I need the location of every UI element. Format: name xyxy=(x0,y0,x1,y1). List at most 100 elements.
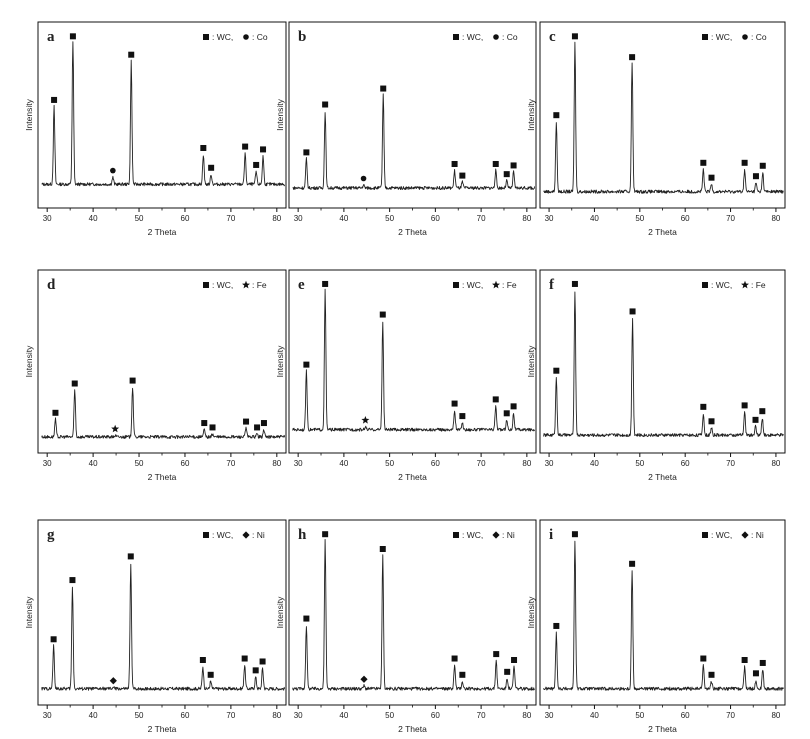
legend-marker-ni xyxy=(741,531,749,539)
panel-letter: f xyxy=(549,277,555,293)
peak-marker-wc xyxy=(700,159,707,166)
peak-marker-wc xyxy=(254,424,261,431)
peak-marker-ni xyxy=(109,677,117,685)
legend-marker-wc xyxy=(453,532,459,538)
x-tick-label: 50 xyxy=(135,711,144,720)
peak-marker-wc xyxy=(259,658,266,665)
panel-f: 30 40 50 60 70 80 2 Theta Intensity f: WC,: Fe xyxy=(526,269,786,482)
x-tick-label: 50 xyxy=(385,459,394,468)
x-tick-label: 80 xyxy=(272,711,281,720)
x-tick-label: 80 xyxy=(522,459,531,468)
x-tick-label: 50 xyxy=(385,711,394,720)
x-tick-label: 60 xyxy=(181,711,190,720)
plot-frame xyxy=(37,269,287,454)
peak-marker-wc xyxy=(199,657,206,663)
peak-marker-wc xyxy=(208,164,215,171)
x-tick-label: 60 xyxy=(431,711,440,720)
peak-marker-ni xyxy=(360,675,368,683)
x-tick-label: 80 xyxy=(771,711,780,720)
x-tick-label: 30 xyxy=(545,711,554,720)
peak-marker-wc xyxy=(322,280,329,287)
peak-marker-wc xyxy=(759,408,766,415)
legend-label-wc: : WC, xyxy=(711,32,732,42)
peak-marker-wc xyxy=(493,651,500,658)
x-tick-label: 50 xyxy=(385,214,394,223)
x-tick-label: 30 xyxy=(43,711,52,720)
peak-marker-wc xyxy=(759,162,766,169)
x-tick-label: 60 xyxy=(181,214,190,223)
x-tick-label: 70 xyxy=(726,214,735,223)
xrd-pattern-line xyxy=(41,41,286,187)
legend-label-wc: : WC, xyxy=(462,32,483,42)
xrd-pattern-line xyxy=(41,563,286,691)
panel-letter: e xyxy=(298,277,305,293)
panel-letter: g xyxy=(47,527,55,543)
peak-marker-wc xyxy=(553,112,560,119)
legend-label-binder: : Fe xyxy=(751,280,766,290)
x-tick-label: 40 xyxy=(339,214,348,223)
panel-b: 30 40 50 60 70 80 2 Theta Intensity b: WC,: Co xyxy=(275,21,537,237)
legend-label-binder: : Ni xyxy=(252,530,265,540)
peak-marker-wc xyxy=(503,171,510,178)
x-axis-title: 2 Theta xyxy=(398,227,427,237)
peak-marker-wc xyxy=(200,144,207,151)
peak-marker-wc xyxy=(571,280,578,287)
legend-marker-fe xyxy=(242,280,250,289)
peak-marker-wc xyxy=(127,553,134,560)
x-tick-label: 50 xyxy=(635,459,644,468)
x-tick-label: 80 xyxy=(272,214,281,223)
peak-marker-wc xyxy=(752,173,759,180)
legend-label-wc: : WC, xyxy=(212,32,233,42)
plot-frame xyxy=(37,519,287,706)
x-tick-label: 60 xyxy=(181,459,190,468)
x-tick-label: 30 xyxy=(294,711,303,720)
y-axis-title: Intensity xyxy=(24,345,34,377)
peak-marker-wc xyxy=(571,33,578,40)
x-tick-label: 50 xyxy=(135,459,144,468)
x-tick-label: 70 xyxy=(226,459,235,468)
peak-marker-wc xyxy=(459,671,466,678)
panel-a: 30 40 50 60 70 80 2 Theta Intensity a: WC,: Co xyxy=(24,21,287,237)
x-tick-label: 40 xyxy=(339,459,348,468)
peak-marker-wc xyxy=(129,377,136,384)
peak-marker-wc xyxy=(741,159,748,166)
peak-marker-wc xyxy=(459,172,466,179)
peak-marker-wc xyxy=(451,160,458,167)
legend-marker-wc xyxy=(203,282,209,288)
peak-marker-wc xyxy=(741,657,748,663)
x-axis-title: 2 Theta xyxy=(148,227,177,237)
x-tick-label: 40 xyxy=(590,711,599,720)
x-tick-label: 60 xyxy=(431,459,440,468)
x-axis-title: 2 Theta xyxy=(648,472,677,482)
y-axis-title: Intensity xyxy=(275,98,285,130)
peak-marker-wc xyxy=(451,655,458,662)
peak-marker-wc xyxy=(303,615,310,622)
peak-marker-wc xyxy=(510,162,517,169)
peak-marker-wc xyxy=(571,531,578,538)
x-tick-label: 40 xyxy=(590,214,599,223)
peak-marker-wc xyxy=(207,671,214,678)
panel-letter: a xyxy=(47,29,55,45)
peak-marker-wc xyxy=(492,160,499,167)
peak-marker-wc xyxy=(303,149,310,156)
legend-marker-wc xyxy=(453,34,459,40)
xrd-pattern-line xyxy=(292,288,535,432)
peak-marker-wc xyxy=(260,420,267,427)
x-tick-label: 60 xyxy=(681,711,690,720)
panel-c: 30 40 50 60 70 80 2 Theta Intensity c: WC,: Co xyxy=(526,21,786,237)
panel-g: 30 40 50 60 70 80 2 Theta Intensity g: WC,: Ni xyxy=(24,519,287,734)
panel-d: 30 40 50 60 70 80 2 Theta Intensity d: WC,: Fe xyxy=(24,269,287,482)
x-tick-label: 30 xyxy=(294,214,303,223)
xrd-pattern-line xyxy=(543,41,784,194)
x-tick-label: 30 xyxy=(43,214,52,223)
peak-marker-wc xyxy=(510,403,517,410)
x-axis-title: 2 Theta xyxy=(398,472,427,482)
peak-marker-wc xyxy=(451,400,458,407)
x-tick-label: 70 xyxy=(477,214,486,223)
xrd-pattern-line xyxy=(543,291,784,438)
x-tick-label: 30 xyxy=(545,214,554,223)
xrd-pattern-line xyxy=(292,538,535,691)
peak-marker-fe xyxy=(111,424,120,433)
legend-marker-co xyxy=(243,34,249,40)
x-tick-label: 70 xyxy=(477,711,486,720)
